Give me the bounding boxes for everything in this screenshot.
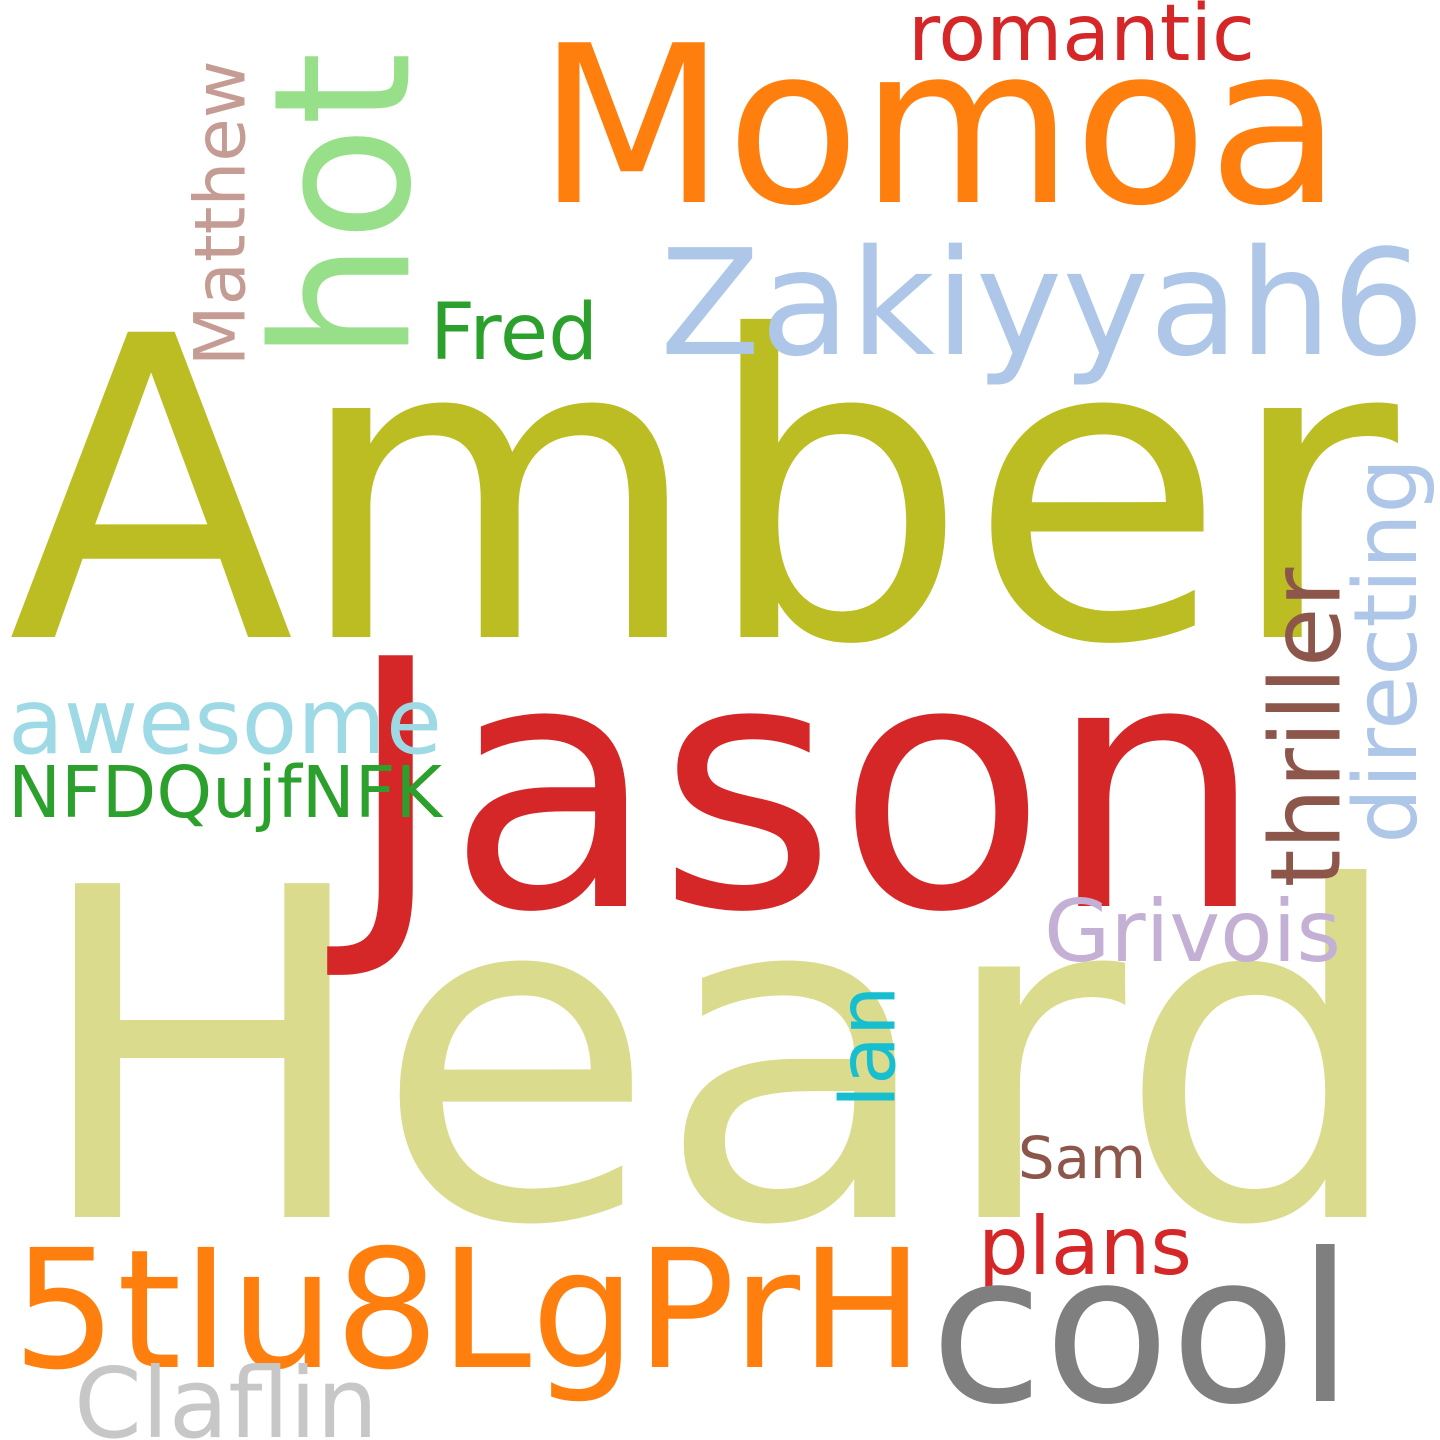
word-amber: Amber (8, 247, 1398, 736)
word-jason: Jason (345, 588, 1265, 989)
word-romantic: romantic (908, 0, 1255, 79)
word-awesome: awesome (8, 670, 442, 776)
word-zakiyyah6: Zakiyyah6 (660, 217, 1425, 389)
word-nfdqujfnfk: NFDQujfNFK (8, 750, 442, 834)
word-momoa: Momoa (537, 0, 1342, 255)
word-cool: cool (930, 1209, 1354, 1440)
word-plans: plans (978, 1199, 1192, 1293)
word-sam: Sam (1018, 1125, 1146, 1193)
word-matthew: Matthew (178, 60, 262, 366)
word-5tiu8lgprh: 5tIu8LgPrH (12, 1214, 924, 1407)
word-thriller: thriller (1249, 567, 1363, 889)
word-heard: Heard (30, 792, 1408, 1326)
word-ian: Ian (820, 985, 914, 1108)
word-claflin: Claflin (74, 1347, 378, 1440)
word-grivois: Grivois (1043, 881, 1342, 982)
word-hot: hot (231, 52, 453, 362)
word-fred: Fred (430, 286, 598, 378)
